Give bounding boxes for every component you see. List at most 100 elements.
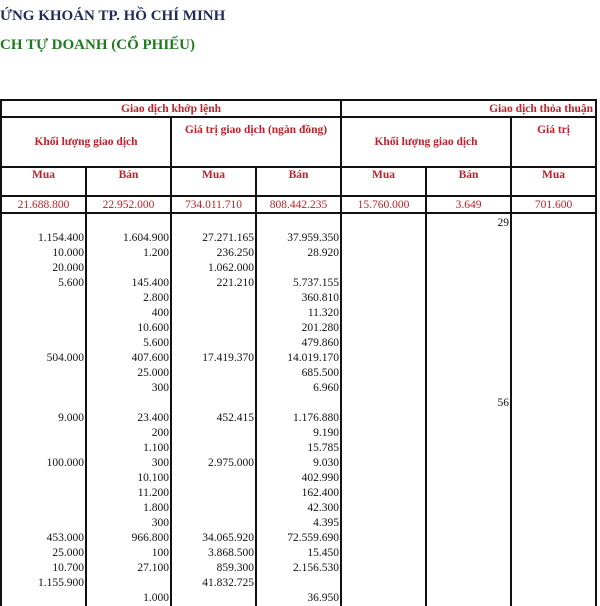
table-cell: 504.000 xyxy=(0,351,87,366)
table-cell: 34.065.920 xyxy=(170,531,257,546)
totals-row: 21.688.800 22.952.000 734.011.710 808.442.2… xyxy=(0,195,598,214)
table-cell: 859.300 xyxy=(170,561,257,576)
table-cell xyxy=(425,576,513,591)
table-cell xyxy=(425,471,513,486)
table-cell xyxy=(425,336,513,351)
table-cell xyxy=(510,306,598,321)
table-cell xyxy=(0,366,87,381)
total-cell: 3.649 xyxy=(425,195,513,214)
table-cell xyxy=(425,516,513,531)
table-row: 1.155.900 41.832.725 xyxy=(0,576,598,591)
table-cell xyxy=(425,591,513,606)
table-cell: 10.000 xyxy=(0,246,87,261)
table-cell: 100.000 xyxy=(0,456,87,471)
table-cell: 100 xyxy=(85,546,172,561)
table-cell xyxy=(170,486,257,501)
total-cell: 15.760.000 xyxy=(340,195,428,214)
table-cell xyxy=(425,306,513,321)
table-cell xyxy=(0,336,87,351)
table-cell xyxy=(425,351,513,366)
document-title: ỨNG KHOÁN TP. HỒ CHÍ MINH xyxy=(0,8,226,24)
table-cell xyxy=(85,213,172,231)
table-cell xyxy=(340,426,428,441)
table-cell xyxy=(425,411,513,426)
table-cell: 3.868.500 xyxy=(170,546,257,561)
document-subtitle: CH TỰ DOANH (CỔ PHIẾU) xyxy=(0,37,195,53)
table-row: 5.600 145.400 221.210 5.737.155 xyxy=(0,276,598,291)
table-cell xyxy=(0,501,87,516)
col-sell: Bán xyxy=(254,166,343,197)
table-row: 1.000 36.950 xyxy=(0,591,598,606)
table-cell xyxy=(0,486,87,501)
table-cell xyxy=(510,276,598,291)
table-cell: 200 xyxy=(85,426,172,441)
table-cell: 479.860 xyxy=(254,336,343,351)
table-cell: 42.300 xyxy=(254,501,343,516)
table-cell xyxy=(510,321,598,336)
table-cell: 5.600 xyxy=(85,336,172,351)
table-row: 453.000 966.800 34.065.920 72.559.690 xyxy=(0,531,598,546)
table-cell: 10.700 xyxy=(0,561,87,576)
table-cell xyxy=(510,336,598,351)
table-cell xyxy=(340,591,428,606)
table-cell: 221.210 xyxy=(170,276,257,291)
table-cell xyxy=(425,231,513,246)
table-row: 300 4.395 xyxy=(0,516,598,531)
table-cell xyxy=(0,381,87,396)
table-cell xyxy=(170,336,257,351)
table-cell: 27.100 xyxy=(85,561,172,576)
table-cell: 1.100 xyxy=(85,441,172,456)
table-cell xyxy=(170,366,257,381)
table-cell xyxy=(340,546,428,561)
table-cell xyxy=(0,441,87,456)
total-cell: 701.600 xyxy=(510,195,598,214)
table-cell xyxy=(425,546,513,561)
table-cell xyxy=(510,213,598,231)
table-cell: 15.450 xyxy=(254,546,343,561)
table-cell xyxy=(85,576,172,591)
table-cell xyxy=(425,441,513,456)
table-cell xyxy=(170,321,257,336)
table-cell xyxy=(340,231,428,246)
table-cell: 300 xyxy=(85,456,172,471)
table-cell xyxy=(425,321,513,336)
table-row: 100.000 300 2.975.000 9.030 xyxy=(0,456,598,471)
table-cell xyxy=(425,291,513,306)
table-cell xyxy=(425,246,513,261)
col-buy: Mua xyxy=(510,166,598,197)
table-cell xyxy=(170,501,257,516)
table-cell xyxy=(0,321,87,336)
table-cell: 1.200 xyxy=(85,246,172,261)
table-cell xyxy=(340,381,428,396)
table-cell: 966.800 xyxy=(85,531,172,546)
table-cell xyxy=(0,306,87,321)
total-cell: 22.952.000 xyxy=(85,195,172,214)
table-cell: 29 xyxy=(425,213,513,231)
table-cell xyxy=(510,396,598,411)
table-cell xyxy=(0,516,87,531)
table-cell: 453.000 xyxy=(0,531,87,546)
total-cell: 734.011.710 xyxy=(170,195,257,214)
table-cell: 1.800 xyxy=(85,501,172,516)
table-cell xyxy=(510,501,598,516)
table-cell: 2.800 xyxy=(85,291,172,306)
table-row: 300 6.960 xyxy=(0,381,598,396)
table-cell xyxy=(510,231,598,246)
table-row: 29 xyxy=(0,213,598,231)
negotiated-volume-header: Khối lượng giao dịch xyxy=(340,116,513,168)
table-cell xyxy=(254,396,343,411)
table-cell: 72.559.690 xyxy=(254,531,343,546)
table-row: 1.154.400 1.604.900 27.271.165 37.959.350 xyxy=(0,231,598,246)
negotiated-value-header: Giá trị xyxy=(510,116,598,168)
table-cell xyxy=(170,213,257,231)
table-cell xyxy=(425,261,513,276)
trading-table: Giao dịch khớp lệnh Giao dịch thỏa thuận… xyxy=(0,99,598,606)
table-cell xyxy=(340,471,428,486)
table-cell: 25.000 xyxy=(85,366,172,381)
table-cell xyxy=(425,561,513,576)
table-cell: 1.155.900 xyxy=(0,576,87,591)
table-cell: 36.950 xyxy=(254,591,343,606)
table-cell xyxy=(510,531,598,546)
col-buy: Mua xyxy=(340,166,428,197)
table-cell xyxy=(170,441,257,456)
